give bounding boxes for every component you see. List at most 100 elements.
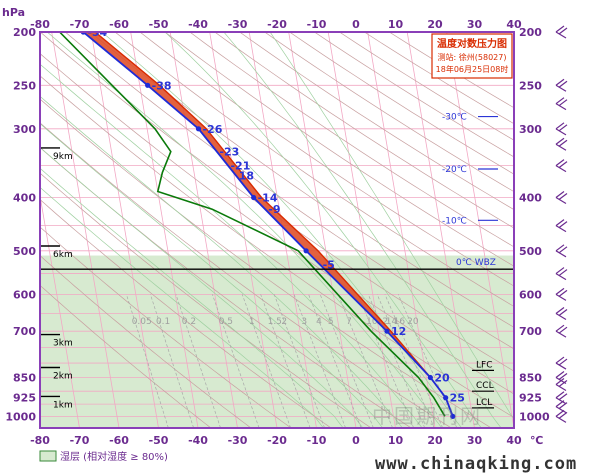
y-tick-label-left: 1000 xyxy=(5,410,36,423)
y-tick-label-right: 850 xyxy=(519,372,542,385)
y-unit-label: hPa xyxy=(2,6,25,19)
level-marker-label: LCL xyxy=(476,398,492,408)
dry-adiabat xyxy=(40,75,514,418)
x-tick-label-top: -40 xyxy=(188,18,208,31)
y-tick-label-left: 300 xyxy=(13,123,36,136)
temperature-point xyxy=(443,395,449,401)
plot-area: 0.050.10.20.511.5234571012141620-54-38-2… xyxy=(40,26,514,428)
dry-adiabat xyxy=(189,32,514,248)
moist-adiabat xyxy=(46,32,443,428)
dry-adiabat xyxy=(40,226,292,428)
temperature-value-label: -54 xyxy=(87,26,107,39)
x-tick-label-bottom: -30 xyxy=(228,434,248,447)
mixing-ratio-line xyxy=(357,294,415,428)
dry-adiabat xyxy=(40,122,452,428)
mixing-ratio-line xyxy=(273,294,325,428)
moist-adiabat xyxy=(40,146,364,428)
isotherm-line xyxy=(130,32,199,428)
wind-barb-flag xyxy=(555,219,565,227)
mixing-ratio-line xyxy=(337,294,393,428)
mixing-ratio-label: 16 xyxy=(394,317,406,327)
height-marker-label: 9km xyxy=(53,152,73,162)
temperature-point xyxy=(251,194,257,201)
wind-barb-flag xyxy=(558,124,568,132)
wind-barb-shaft xyxy=(555,165,567,173)
y-tick-label-left: 700 xyxy=(13,325,36,338)
mixing-ratio-label: 7 xyxy=(346,317,352,327)
x-tick-label-top: 0 xyxy=(352,18,360,31)
level-marker-label: LFC xyxy=(476,360,492,370)
temperature-point xyxy=(450,413,456,419)
wind-barb-flag xyxy=(558,99,568,107)
legend-swatch xyxy=(39,450,57,462)
x-tick-label-top: -10 xyxy=(307,18,327,31)
wind-barb-flag xyxy=(558,411,568,419)
temperature-value-label: 18 xyxy=(239,170,254,183)
wind-barb-flag xyxy=(558,139,568,147)
mixing-ratio-line xyxy=(376,294,435,428)
dry-adiabat xyxy=(40,255,252,428)
temperature-value-label: -38 xyxy=(152,79,172,92)
mixing-ratio-label: 14 xyxy=(386,317,398,327)
y-tick-label-left: 250 xyxy=(13,79,36,92)
wind-barb-flag xyxy=(558,379,568,387)
height-marker-label: 1km xyxy=(53,400,73,410)
x-tick-label-top: 10 xyxy=(388,18,404,31)
x-tick-label-bottom: 0 xyxy=(352,434,360,447)
mixing-ratio-line xyxy=(212,294,260,428)
mixing-ratio-line xyxy=(175,294,221,428)
wind-barb-shaft xyxy=(555,330,567,338)
temperature-point xyxy=(384,328,390,334)
y-tick-label-left: 850 xyxy=(13,372,36,385)
wind-barb-shaft xyxy=(555,293,567,301)
mixing-ratio-label: 2 xyxy=(281,317,287,327)
mixing-ratio-line xyxy=(384,294,443,428)
mixing-ratio-label: 0.1 xyxy=(156,317,170,327)
moist-adiabat xyxy=(164,32,482,428)
x-tick-label-top: -80 xyxy=(30,18,50,31)
wind-barb-flag xyxy=(555,356,565,364)
mixing-ratio-label: 3 xyxy=(301,317,307,327)
wind-barb-flag xyxy=(558,80,568,88)
x-tick-label-bottom: -40 xyxy=(188,434,208,447)
temperature-point xyxy=(145,82,151,88)
height-marker-label: 6km xyxy=(53,250,73,260)
mixing-ratio-line xyxy=(126,294,169,428)
mixing-ratio-label: 4 xyxy=(316,317,322,327)
moist-adiabat xyxy=(101,32,462,428)
wind-barb-flag xyxy=(558,269,568,277)
dry-adiabat xyxy=(214,32,514,229)
level-marker-label: CCL xyxy=(476,381,494,391)
mixing-ratio-line xyxy=(241,294,291,428)
dry-adiabat xyxy=(139,32,514,287)
dry-adiabat xyxy=(114,32,514,307)
y-tick-label-right: 500 xyxy=(519,245,542,258)
mixing-ratio-line xyxy=(260,294,311,428)
plot-border xyxy=(39,31,515,429)
wind-barb-flag xyxy=(555,78,565,86)
isotherm-line xyxy=(90,32,159,428)
temperature-value-label: -26 xyxy=(202,123,222,136)
wind-barb-shaft xyxy=(555,31,567,39)
wind-barb-flag xyxy=(555,267,565,275)
wind-barb-shaft xyxy=(555,143,567,151)
wind-barb-flag xyxy=(558,326,568,334)
x-unit-label: ℃ xyxy=(530,434,543,447)
y-tick-label-right: 600 xyxy=(519,288,542,301)
isotherm-line xyxy=(367,32,436,428)
isotherm-label: -20℃ xyxy=(442,165,467,175)
dry-adiabat xyxy=(239,32,514,211)
wind-barb-flag xyxy=(558,373,568,381)
mixing-ratio-line xyxy=(150,294,194,428)
x-tick-label-bottom: -60 xyxy=(109,434,129,447)
mixing-ratio-label: 0.5 xyxy=(219,317,233,327)
wind-barb-flag xyxy=(555,306,565,314)
wind-barb-flag xyxy=(555,287,565,295)
temperature-point xyxy=(427,374,433,381)
x-tick-label-top: 30 xyxy=(467,18,483,31)
site-url: www.chinaqking.com xyxy=(375,454,578,474)
x-tick-label-top: 40 xyxy=(506,18,522,31)
title-box xyxy=(431,33,513,79)
wind-barb-shaft xyxy=(555,312,567,320)
